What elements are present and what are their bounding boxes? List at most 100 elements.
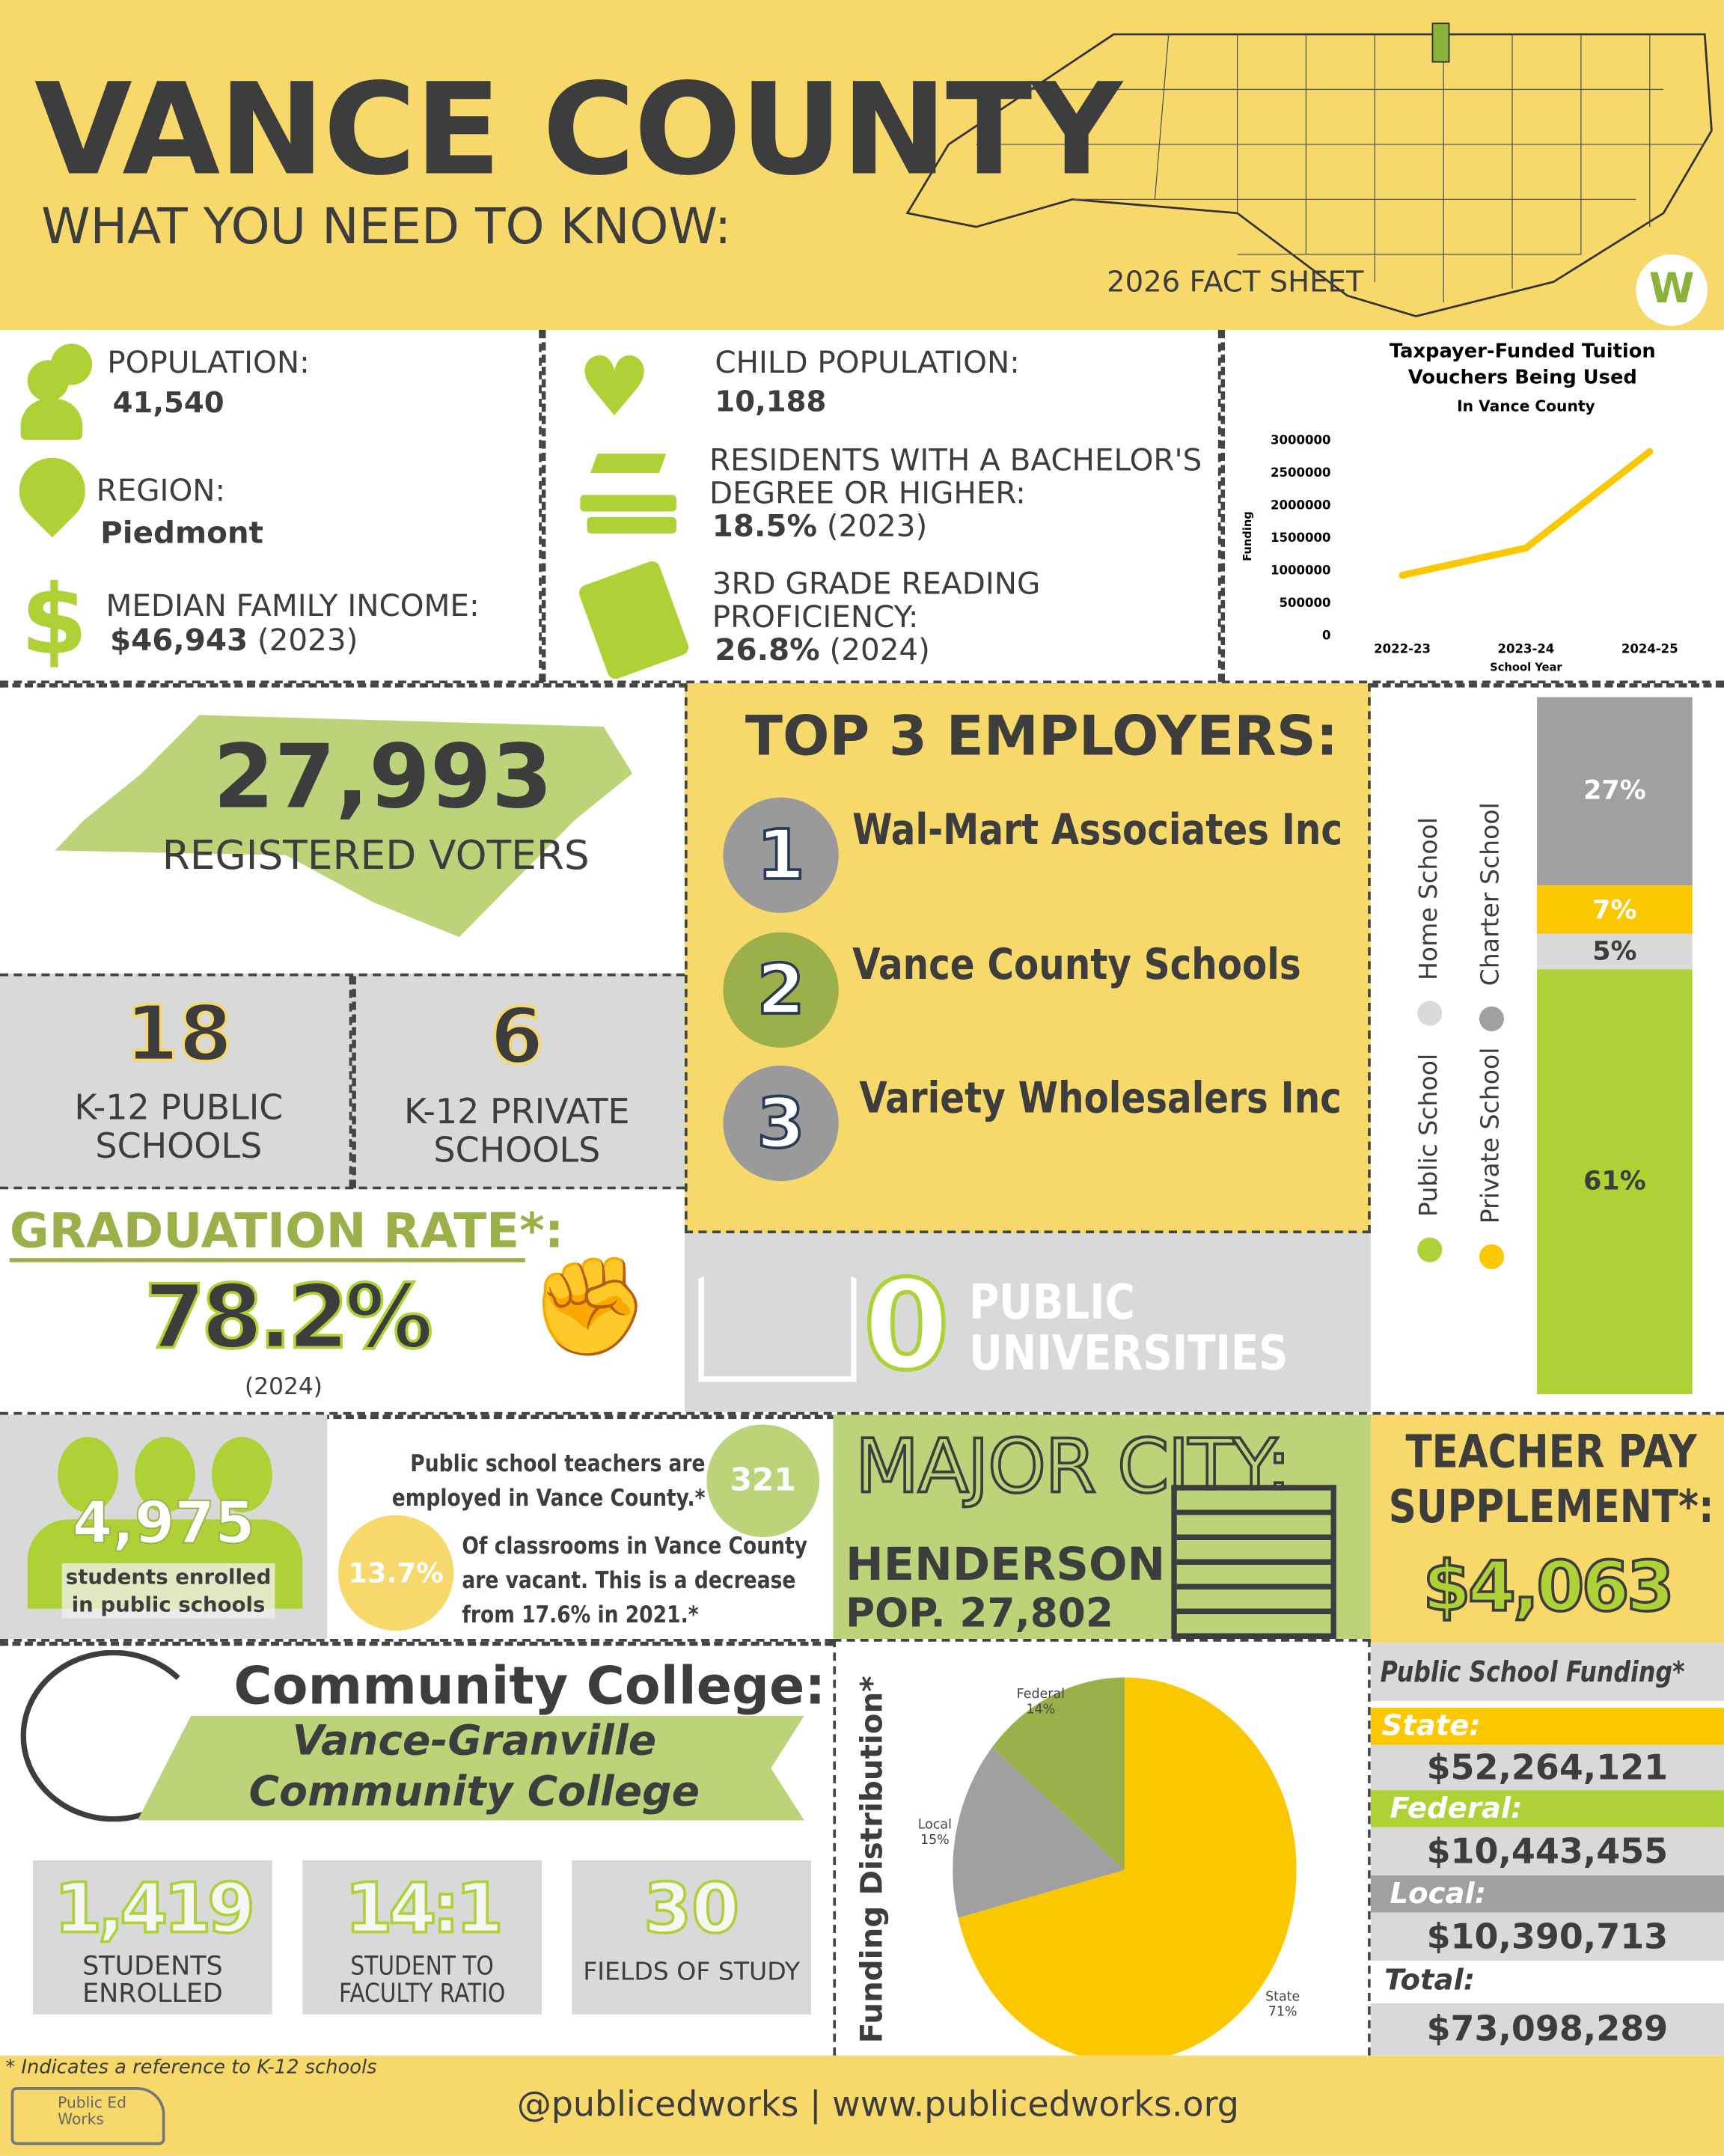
footer-contact-link[interactable]: @publicedworks | www.publicedworks.org (516, 2084, 1239, 2125)
divider (9, 1258, 525, 1262)
x-tick-label: 2023-24 (1497, 642, 1554, 656)
college-name: Vance-Granville Community College (248, 1717, 700, 1817)
teachers-count-badge: 321 (706, 1424, 820, 1538)
graduation-year: (2024) (245, 1373, 323, 1402)
voucher-data-point (1522, 544, 1529, 552)
pie-slice-state (958, 1677, 1297, 2056)
stack-segment-charter-school: 27% (1537, 697, 1693, 885)
funding-title-row: Public School Funding* (1370, 1643, 1724, 1701)
vance-county-highlight (1431, 22, 1450, 63)
page-subtitle: WHAT YOU NEED TO KNOW: (41, 199, 732, 256)
nc-county-map (905, 22, 1713, 318)
ratio-value: 14:1 (343, 1867, 505, 1949)
divider (349, 976, 356, 1188)
fields-count: 30 (642, 1867, 741, 1949)
voucher-data-point (1646, 448, 1654, 456)
enrolled-count: 1,419 (53, 1867, 257, 1949)
employers-title: TOP 3 EMPLOYERS: (745, 705, 1339, 769)
graduation-rate: 78.2% (143, 1266, 435, 1371)
local-label: Local: (1370, 1875, 1724, 1913)
voters-label: REGISTERED VOTERS (162, 831, 590, 879)
pie-label: Local (918, 1818, 952, 1833)
bachelor-value: 18.5% (2023) (712, 510, 928, 545)
y-tick-label: 2000000 (1271, 498, 1330, 512)
voucher-series-line (1399, 448, 1654, 579)
people-icon (20, 343, 106, 440)
ratio-label: STUDENT TO FACULTY RATIO (338, 1951, 506, 2009)
employer-name: Wal-Mart Associates Inc (852, 805, 1343, 855)
public-schools-count: 18 (123, 989, 233, 1081)
y-tick-label: 500000 (1280, 596, 1331, 610)
employer-name: Vance County Schools (852, 940, 1301, 990)
y-tick-label: 3000000 (1271, 433, 1330, 447)
legend-label: Public School (1414, 1053, 1444, 1218)
income-value: $46,943 (2023) (109, 624, 358, 659)
legend-label: Charter School (1476, 802, 1506, 986)
y-tick-label: 1000000 (1271, 563, 1330, 577)
bachelor-label: RESIDENTS WITH A BACHELOR'S DEGREE OR HI… (709, 444, 1202, 512)
y-tick-label: 1500000 (1271, 531, 1330, 545)
region-value: Piedmont (100, 516, 263, 552)
teacher-pay-panel (1370, 1414, 1724, 1643)
college-banner (137, 1715, 804, 1821)
state-label: State: (1370, 1707, 1724, 1745)
y-tick-label: 0 (1322, 628, 1331, 642)
legend-dot (1479, 1006, 1505, 1031)
location-pin-icon (5, 444, 100, 538)
students-label: students enrolled in public schools (61, 1563, 275, 1619)
brand-logo: W (1636, 254, 1708, 326)
children-icon: ♥ (577, 339, 652, 436)
y-tick-label: 2500000 (1271, 465, 1330, 480)
federal-amount: $10,443,455 (1370, 1827, 1724, 1876)
college-icon (20, 1649, 207, 1822)
x-axis-label: School Year (1490, 662, 1562, 674)
pie-slice-local (953, 1747, 1125, 1918)
total-label: Total: (1370, 1960, 1724, 2000)
child-population-label: CHILD POPULATION: (715, 346, 1020, 381)
population-value: 41,540 (112, 386, 224, 420)
state-amount: $52,264,121 (1370, 1744, 1724, 1791)
employer-rank-badge: 1 (723, 797, 839, 913)
x-tick-label: 2022-23 (1374, 642, 1431, 656)
funding-title: Public School Funding* (1380, 1655, 1685, 1689)
child-population-value: 10,188 (715, 385, 827, 418)
legend-label: Private School (1476, 1047, 1506, 1224)
city-population: POP. 27,802 (845, 1589, 1113, 1637)
x-tick-label: 2024-25 (1621, 642, 1678, 656)
students-count: 4,975 (72, 1488, 256, 1557)
vacancy-text: Of classrooms in Vance County are vacant… (462, 1533, 808, 1630)
pie-title: Funding Distribution* (855, 1676, 890, 2044)
footer-logo: Public Ed Works (10, 2087, 165, 2146)
footer (0, 2055, 1724, 2156)
private-schools-label: K-12 PRIVATE SCHOOLS (404, 1091, 630, 1170)
voters-count: 27,993 (213, 727, 553, 829)
stack-segment-private-school: 7% (1537, 885, 1693, 935)
city-buildings-icon (1171, 1485, 1336, 1640)
region-label: REGION: (96, 474, 226, 509)
voucher-chart-subtitle: In Vance County (1457, 397, 1595, 415)
divider (0, 1639, 834, 1646)
graduation-label: GRADUATION RATE*: (9, 1204, 564, 1259)
employer-rank-badge: 2 (723, 932, 839, 1048)
enrolled-card (33, 1860, 272, 2015)
reading-value: 26.8% (2024) (715, 633, 930, 668)
reading-label: 3RD GRADE READING PROFICIENCY: (712, 567, 1041, 635)
vacancy-badge: 13.7% (337, 1515, 454, 1631)
school-type-stacked-bar: 27% 7% 5% 61% (1537, 697, 1693, 1395)
employer-rank-badge: 3 (723, 1065, 839, 1182)
page-title: VANCE COUNTY (34, 56, 1122, 204)
voucher-line-chart: 0 500000 1000000 1500000 2000000 2500000 30000… (1241, 433, 1678, 674)
pie-label: State (1265, 1989, 1300, 2004)
enrolled-label: STUDENTS ENROLLED (82, 1951, 223, 2009)
fact-sheet-label: 2026 FACT SHEET (1107, 265, 1364, 299)
pie-label: Federal (1017, 1687, 1065, 1702)
funding-table: Public School Funding* State: $52,264,12… (1370, 1643, 1724, 2056)
y-axis-label: Funding (1241, 511, 1254, 561)
voucher-chart-title: Taxpayer-Funded Tuition Vouchers Being U… (1389, 340, 1656, 389)
universities-panel (684, 1233, 1371, 1412)
pie-label: 14% (1026, 1702, 1055, 1717)
pie-label: 15% (920, 1833, 950, 1848)
ratio-card (302, 1860, 542, 2015)
pie-label: 71% (1268, 2004, 1297, 2019)
